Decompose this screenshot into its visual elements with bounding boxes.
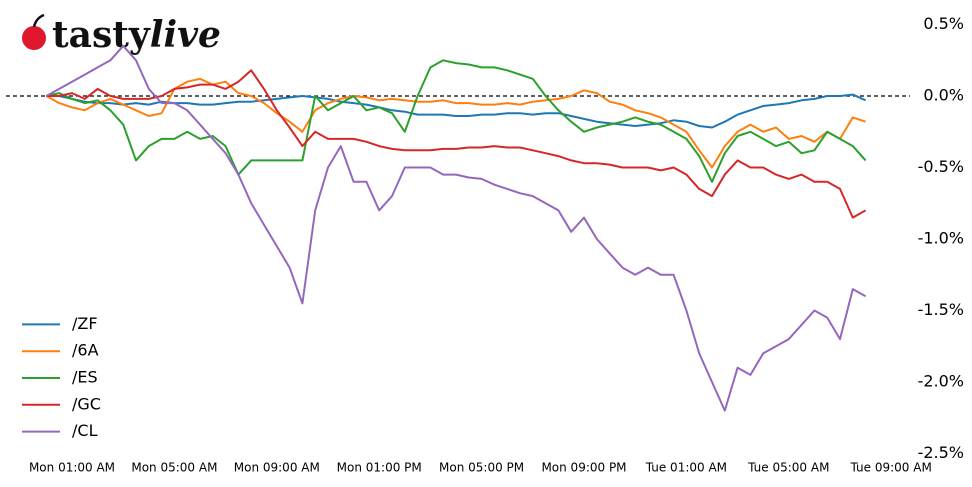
y-tick-label: -1.5% [918, 300, 964, 319]
legend-label: /CL [72, 421, 98, 440]
logo-cherry [22, 26, 46, 50]
series-line [45, 44, 867, 412]
y-tick-label: -2.0% [918, 372, 964, 391]
y-tick-label: -1.0% [918, 229, 964, 248]
legend-label: /ZF [72, 314, 98, 333]
logo-word: tasty [52, 14, 151, 56]
x-tick-label: Mon 05:00 AM [131, 461, 217, 475]
y-tick-label: 0.0% [923, 86, 964, 105]
logo-text: tastylive [52, 14, 221, 56]
y-tick-label: 0.5% [923, 14, 964, 33]
x-tick-label: Mon 09:00 PM [541, 461, 626, 475]
legend-label: /ES [72, 368, 98, 387]
logo: tastylive [22, 13, 221, 56]
x-tick-label: Mon 01:00 PM [337, 461, 422, 475]
x-tick-label: Mon 05:00 PM [439, 461, 524, 475]
series-line [46, 69, 867, 219]
x-tick-label: Mon 09:00 AM [234, 461, 320, 475]
series-line [45, 77, 866, 169]
logo-stem [32, 13, 45, 28]
legend-label: /GC [72, 394, 101, 413]
x-tick-label: Mon 01:00 AM [29, 461, 115, 475]
x-tick-label: Tue 01:00 AM [645, 461, 727, 475]
x-tick-label: Tue 09:00 AM [850, 461, 932, 475]
series-line [46, 93, 867, 129]
x-tick-label: Tue 05:00 AM [747, 461, 829, 475]
y-tick-label: -2.5% [918, 443, 964, 462]
y-tick-label: -0.5% [918, 157, 964, 176]
series-line [46, 59, 867, 183]
logo-word: live [150, 14, 221, 56]
legend-label: /6A [72, 341, 99, 360]
